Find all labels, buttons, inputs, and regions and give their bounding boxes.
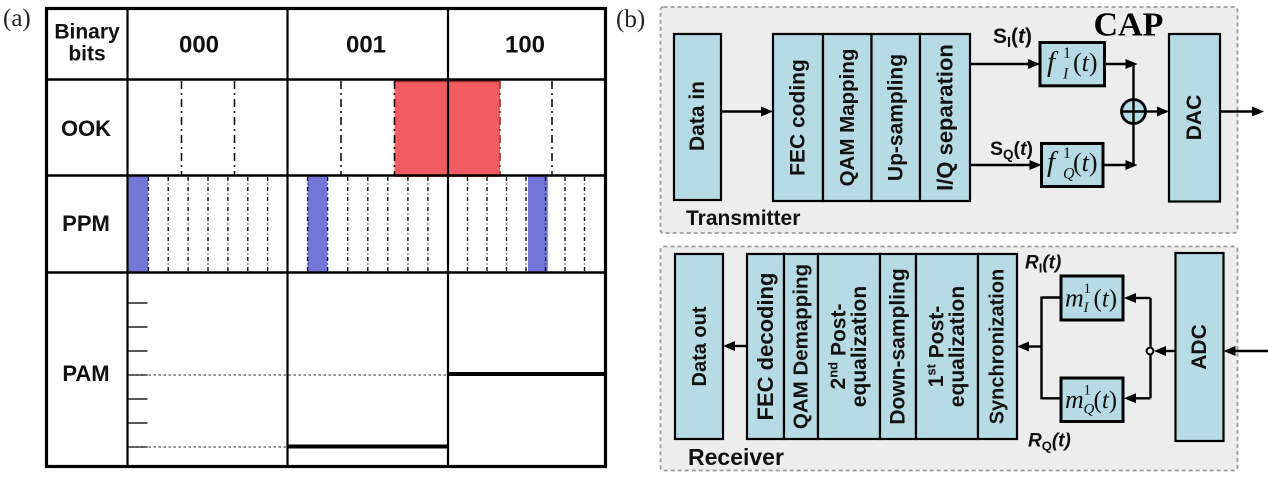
svg-text:RQ(t): RQ(t) xyxy=(1028,431,1071,454)
svg-text:m: m xyxy=(1065,284,1084,313)
svg-text:000: 000 xyxy=(179,32,219,59)
svg-text:1: 1 xyxy=(1063,145,1071,162)
svg-text:I/Q separation: I/Q separation xyxy=(933,44,958,191)
svg-text:OOK: OOK xyxy=(61,116,111,141)
svg-text:m: m xyxy=(1065,385,1084,414)
svg-text:1: 1 xyxy=(1084,281,1092,297)
svg-text:Receiver: Receiver xyxy=(688,444,784,470)
svg-text:PPM: PPM xyxy=(62,211,110,236)
svg-text:DAC: DAC xyxy=(1183,95,1206,141)
svg-text:FEC decoding: FEC decoding xyxy=(753,273,778,421)
svg-text:2nd Post-: 2nd Post- xyxy=(825,304,850,390)
svg-text:I: I xyxy=(1083,300,1090,316)
svg-text:bits: bits xyxy=(68,43,105,66)
svg-text:CAP: CAP xyxy=(1094,7,1164,44)
svg-text:(b): (b) xyxy=(616,6,645,33)
svg-text:(t): (t) xyxy=(1094,387,1118,414)
svg-text:Q: Q xyxy=(1084,402,1095,418)
svg-text:QAM Demapping: QAM Demapping xyxy=(790,264,813,429)
svg-text:equalization: equalization xyxy=(946,286,969,407)
svg-text:Data out: Data out xyxy=(689,306,711,386)
svg-text:(a): (a) xyxy=(3,5,31,32)
svg-text:Binary: Binary xyxy=(54,21,120,44)
svg-text:(t): (t) xyxy=(1094,286,1118,313)
svg-text:SI(t): SI(t) xyxy=(993,25,1032,51)
svg-text:QAM Mapping: QAM Mapping xyxy=(836,49,859,187)
svg-text:Transmitter: Transmitter xyxy=(686,207,800,230)
svg-text:I: I xyxy=(1062,66,1069,83)
svg-text:(t): (t) xyxy=(1073,48,1098,77)
svg-text:001: 001 xyxy=(346,32,386,59)
svg-text:100: 100 xyxy=(505,32,545,59)
svg-text:ADC: ADC xyxy=(1188,324,1211,370)
svg-text:1: 1 xyxy=(1084,383,1092,399)
svg-text:SQ(t): SQ(t) xyxy=(990,138,1033,162)
svg-text:FEC coding: FEC coding xyxy=(787,59,810,176)
svg-text:Down-sampling: Down-sampling xyxy=(887,268,910,424)
svg-text:(t): (t) xyxy=(1073,148,1098,177)
svg-text:1: 1 xyxy=(1063,45,1071,62)
svg-text:equalization: equalization xyxy=(848,286,871,407)
svg-text:RI(t): RI(t) xyxy=(1025,253,1061,276)
svg-text:PAM: PAM xyxy=(62,361,109,386)
svg-text:Up-sampling: Up-sampling xyxy=(884,54,907,181)
svg-text:Data in: Data in xyxy=(686,81,709,151)
svg-text:Q: Q xyxy=(1063,166,1075,183)
svg-text:Synchronization: Synchronization xyxy=(987,269,1009,425)
